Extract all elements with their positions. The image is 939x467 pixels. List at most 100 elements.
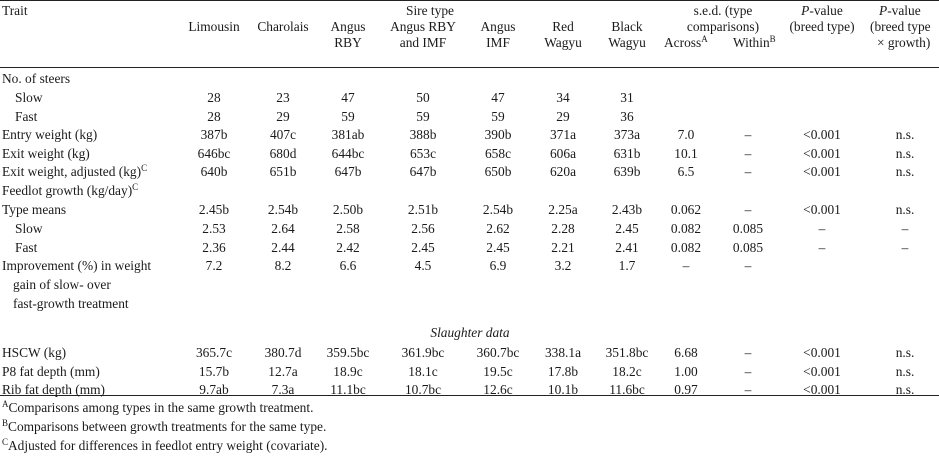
table-cell: 390b [484, 127, 512, 142]
table-cell: 19.5c [483, 364, 513, 379]
table-cell: 359.5bc [326, 345, 370, 360]
row-label-line2: gain of slow- over [13, 277, 111, 292]
header-pvalue-int-line3: × growth) [877, 35, 931, 50]
table-cell: 18.1c [408, 364, 438, 379]
header-sed-line2: comparisons) [686, 19, 760, 34]
table-cell: 631b [613, 146, 641, 161]
table-cell: 10.1b [547, 382, 579, 397]
table-cell: 18.2c [612, 364, 642, 379]
table-cell: 15.7b [198, 364, 230, 379]
table-cell: 2.45b [198, 202, 230, 217]
header-across-label: Across [664, 35, 702, 50]
cell-across: 1.00 [674, 364, 698, 379]
footnote-marker: B [2, 418, 9, 428]
table-cell: 2.28 [551, 221, 575, 236]
table-cell: 2.21 [551, 240, 575, 255]
row-label-text: No. of steers [2, 71, 71, 86]
top-rule [0, 0, 939, 1]
table-cell: 6.9 [489, 258, 507, 273]
cell-pvalue-interaction: n.s. [895, 127, 915, 142]
table-cell: 2.54b [482, 202, 514, 217]
cell-within: – [744, 202, 752, 217]
table-cell: 365.7c [195, 345, 233, 360]
table-cell: 620a [549, 164, 577, 179]
row-label-text: Slow [15, 221, 43, 236]
table-cell: 2.54b [267, 202, 299, 217]
header-pvalue-int-line2: (breed type [870, 19, 931, 34]
row-label-sup: C [132, 182, 139, 192]
footnote: AComparisons among types in the same gro… [2, 400, 313, 416]
row-label: Fast [15, 109, 37, 125]
header-pvalue-interaction: P-value [879, 3, 921, 19]
table-cell: 388b [409, 127, 437, 142]
row-label-text: Slow [15, 90, 43, 105]
table-cell: 59 [491, 109, 505, 124]
table-cell: 639b [613, 164, 641, 179]
table-cell: 2.45 [411, 240, 435, 255]
table-cell: 28 [207, 109, 221, 124]
header-pvalue-breed-line2: (breed type) [789, 19, 855, 34]
table-cell: 2.51b [407, 202, 439, 217]
table-cell: 653c [409, 146, 437, 161]
table-cell: 351.8bc [605, 345, 649, 360]
cell-pvalue: <0.001 [803, 202, 841, 217]
header-pvalue-breed-line1: -value [809, 3, 843, 18]
table-cell: 18.9c [333, 364, 363, 379]
header-pvalue-int-italic: P [879, 3, 888, 18]
header-sire-type-line2: IMF [486, 35, 510, 50]
header-sire-type-line1: Red [552, 19, 574, 34]
table-cell: 2.45 [486, 240, 510, 255]
table-cell: 47 [491, 90, 505, 105]
row-label: No. of steers [2, 71, 70, 87]
footnote-marker: C [2, 437, 9, 447]
cell-pvalue-interaction: n.s. [895, 382, 915, 397]
table-cell: 9.7ab [199, 382, 229, 397]
cell-within: 0.085 [732, 240, 764, 255]
cell-within: – [744, 164, 752, 179]
footnote: CAdjusted for differences in feedlot ent… [2, 438, 328, 454]
row-label-text: Entry weight (kg) [2, 127, 98, 142]
footnote-text: Comparisons between growth treatments fo… [8, 419, 327, 434]
table-cell: 650b [484, 164, 512, 179]
row-label: Exit weight (kg) [2, 146, 90, 162]
table-cell: 7.2 [205, 258, 223, 273]
header-sire-type-line1: Charolais [257, 19, 309, 34]
row-label-line3: fast-growth treatment [13, 296, 129, 311]
table-cell: 11.6bc [609, 382, 645, 397]
cell-across: 7.0 [677, 127, 695, 142]
table-cell: 29 [276, 109, 290, 124]
table-cell: 36 [620, 109, 634, 124]
table-cell: 373a [613, 127, 641, 142]
cell-within: – [744, 345, 752, 360]
row-label-text: Improvement (%) in weight [2, 258, 152, 273]
row-label: Fast [15, 240, 37, 256]
table-cell: 387b [200, 127, 228, 142]
table-cell: 2.25a [548, 202, 578, 217]
cell-pvalue-interaction: – [901, 221, 909, 236]
row-label-text: Fast [15, 109, 38, 124]
section-title: Slaughter data [430, 325, 510, 340]
cell-pvalue: <0.001 [803, 164, 841, 179]
header-rule [0, 67, 939, 68]
header-sire-type-line2: and IMF [399, 35, 447, 50]
cell-across: 0.062 [670, 202, 702, 217]
table-cell: 29 [556, 109, 570, 124]
row-label: Feedlot growth (kg/day)C [2, 183, 138, 199]
table-cell: 2.50b [332, 202, 364, 217]
table-cell: 10.7bc [404, 382, 442, 397]
row-label: Exit weight, adjusted (kg)C [2, 164, 147, 180]
cell-pvalue-interaction: n.s. [895, 345, 915, 360]
row-label-text: Fast [15, 240, 38, 255]
table-cell: 1.7 [618, 258, 636, 273]
footnote-text: Comparisons among types in the same grow… [8, 400, 314, 415]
cell-pvalue: <0.001 [803, 382, 841, 397]
footnote-text: Adjusted for differences in feedlot entr… [8, 438, 328, 453]
table-cell: 34 [556, 90, 570, 105]
cell-across: 0.97 [674, 382, 698, 397]
header-within: WithinB [733, 35, 776, 51]
header-sire-type: Sire type [406, 3, 454, 18]
row-label: HSCW (kg) [2, 345, 67, 360]
table-cell: 646bc [197, 146, 231, 161]
cell-pvalue-interaction: – [901, 240, 909, 255]
